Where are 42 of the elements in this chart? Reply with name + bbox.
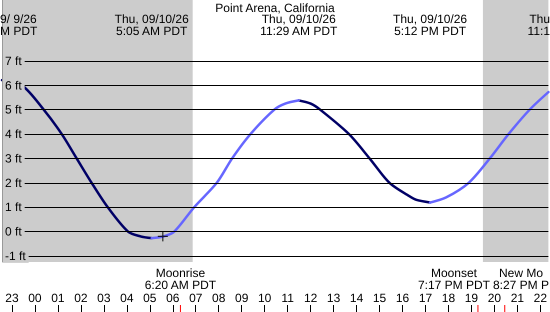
ref-line-label: Moonrise 6:20 AM PDT <box>144 266 217 292</box>
y-tick-label: 5 ft <box>5 102 22 117</box>
ref-line-label: New Mo 8:27 PM P <box>492 266 549 292</box>
x-tick-label: 16 <box>396 291 410 305</box>
annotation: Thu, 09/10/26 5:05 AM PDT <box>114 12 190 38</box>
x-tick-label: 06 <box>166 291 180 305</box>
ref-line-label: Moonset 7:17 PM PDT <box>418 266 491 292</box>
chart-title: Point Arena, California <box>215 1 336 15</box>
x-tick-label: 17 <box>418 291 432 305</box>
x-tick-label: 08 <box>212 291 226 305</box>
annotation: Thu, 09/10/26 11:29 AM PDT <box>260 12 338 38</box>
annotation: 9/ 9/26 M PDT <box>0 12 38 38</box>
y-tick-label: 3 ft <box>5 151 22 166</box>
x-tick-label: 00 <box>28 291 42 305</box>
x-tick-label: 03 <box>97 291 111 305</box>
x-tick-label: 10 <box>258 291 272 305</box>
x-tick-label: 09 <box>235 291 249 305</box>
x-tick-label: 01 <box>51 291 65 305</box>
x-tick-label: 18 <box>442 291 456 305</box>
x-tick-label: 23 <box>5 291 19 305</box>
annotation: Thu 11:1 <box>528 12 550 38</box>
x-tick-label: 04 <box>120 291 134 305</box>
x-tick-label: 22 <box>534 291 548 305</box>
x-tick-label: 14 <box>350 291 364 305</box>
x-tick-label: 12 <box>304 291 318 305</box>
x-tick-label: 07 <box>189 291 203 305</box>
y-tick-label: 4 ft <box>5 127 22 142</box>
y-tick-label: 6 ft <box>5 78 22 92</box>
x-tick-label: 02 <box>74 291 88 305</box>
y-tick-label: 0 ft <box>5 224 22 239</box>
x-tick-label: 21 <box>510 291 524 305</box>
annotation: Thu, 09/10/26 5:12 PM PDT <box>393 12 468 38</box>
y-tick-label: 7 ft <box>5 54 22 68</box>
x-tick-label: 13 <box>326 291 341 305</box>
x-tick-label: 20 <box>488 291 502 305</box>
x-tick-label: 05 <box>143 291 157 305</box>
x-tick-label: 11 <box>281 291 294 305</box>
x-tick-label: 15 <box>372 291 387 305</box>
y-tick-label: 1 ft <box>5 200 22 214</box>
y-tick-label: -1 ft <box>5 248 26 263</box>
x-tick-label: 19 <box>464 291 478 305</box>
y-tick-label: 2 ft <box>5 176 22 190</box>
